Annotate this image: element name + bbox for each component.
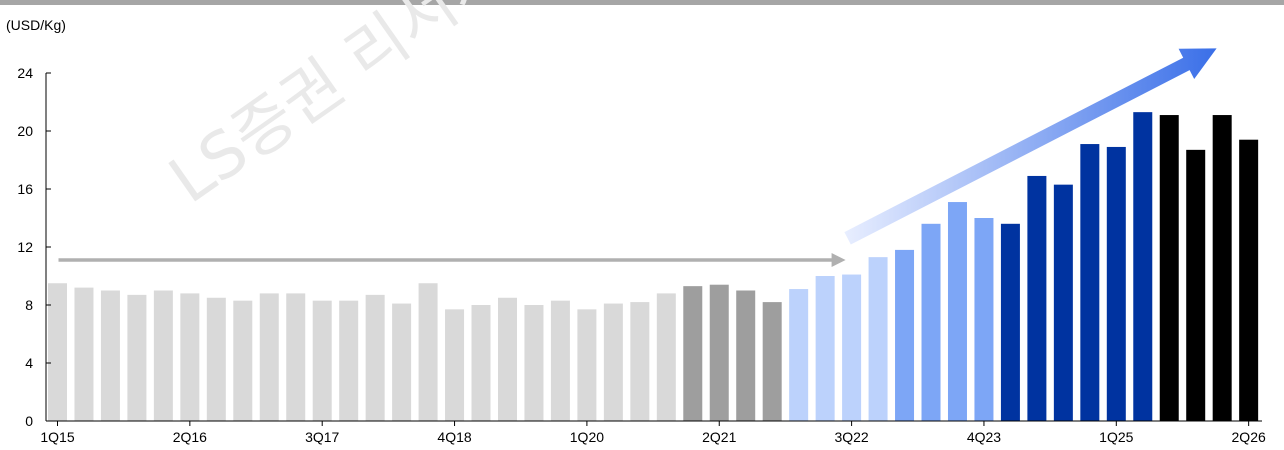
bar-4Q15: [127, 294, 147, 421]
bar-1Q18: [365, 294, 385, 421]
bar-1Q22: [789, 289, 809, 421]
bar-2Q19: [497, 297, 517, 421]
bar-3Q15: [100, 290, 120, 421]
bar-1Q19: [471, 305, 491, 421]
bar-4Q18: [445, 309, 465, 421]
x-tick-label: 2Q26: [1232, 429, 1266, 445]
y-tick-label: 24: [17, 65, 33, 81]
y-tick-label: 16: [17, 181, 33, 197]
x-tick-label: 1Q15: [40, 429, 74, 445]
y-unit-label: (USD/Kg): [6, 17, 66, 33]
flat-trend-arrow-head: [831, 253, 846, 268]
bar-4Q16: [233, 300, 253, 421]
bar-1Q16: [153, 290, 173, 421]
bar-4Q17: [339, 300, 359, 421]
bar-3Q25: [1159, 115, 1179, 422]
annotations-group: [58, 48, 1217, 268]
y-tick-label: 8: [25, 297, 33, 313]
bar-3Q21: [736, 290, 756, 421]
bar-4Q22: [868, 257, 888, 421]
bar-1Q21: [683, 286, 703, 421]
bar-3Q16: [206, 297, 226, 421]
x-tick-label: 4Q23: [967, 429, 1001, 445]
y-axis: 0 4 8 12 16 20 24: [17, 65, 51, 429]
x-tick-label: 2Q21: [702, 429, 736, 445]
x-tick-label: 3Q22: [834, 429, 868, 445]
x-tick-label: 4Q18: [437, 429, 471, 445]
bar-1Q25: [1106, 146, 1126, 421]
bar-3Q22: [842, 274, 862, 421]
x-tick-label: 2Q16: [173, 429, 207, 445]
bar-1Q17: [259, 293, 279, 421]
bar-2Q26: [1239, 139, 1259, 421]
y-tick-label: 12: [17, 239, 33, 255]
bar-2Q24: [1027, 175, 1047, 421]
bar-4Q24: [1080, 144, 1100, 422]
bar-2Q15: [74, 287, 94, 421]
bar-1Q26: [1212, 115, 1232, 422]
y-tick-label: 20: [17, 123, 33, 139]
bar-3Q17: [312, 300, 332, 421]
bar-3Q23: [947, 202, 967, 421]
bar-2Q16: [180, 293, 200, 421]
y-tick-label: 4: [25, 355, 33, 371]
bar-2Q20: [603, 303, 623, 421]
bar-2Q17: [286, 293, 306, 421]
x-tick-label: 1Q20: [570, 429, 604, 445]
bar-3Q24: [1053, 184, 1073, 421]
x-tick-label: 1Q25: [1099, 429, 1133, 445]
bar-1Q20: [577, 309, 597, 421]
y-tick-label: 0: [25, 413, 33, 429]
watermark: LS증권 리서치: [157, 0, 520, 218]
bar-3Q19: [524, 305, 544, 421]
bar-4Q25: [1186, 149, 1206, 421]
top-rule: [0, 0, 1284, 5]
bar-4Q20: [656, 293, 676, 421]
bar-2Q21: [709, 284, 729, 421]
rising-trend-arrow: [844, 48, 1217, 245]
bar-2Q23: [921, 223, 941, 421]
bar-4Q23: [974, 218, 994, 421]
bar-2Q25: [1133, 112, 1153, 422]
bar-3Q20: [630, 302, 650, 421]
bar-4Q21: [762, 302, 782, 421]
bar-2Q18: [392, 303, 412, 421]
bars-group: [48, 112, 1259, 422]
bar-1Q24: [1000, 223, 1020, 421]
x-axis: 1Q15 2Q16 3Q17 4Q18 1Q20 2Q21 3Q22 4Q23 1Q25 2Q26: [40, 420, 1266, 445]
bar-1Q23: [895, 249, 915, 421]
bar-4Q19: [550, 300, 570, 421]
x-tick-label: 3Q17: [305, 429, 339, 445]
bar-3Q18: [418, 283, 438, 421]
bar-2Q22: [815, 276, 835, 421]
bar-1Q15: [48, 283, 67, 421]
